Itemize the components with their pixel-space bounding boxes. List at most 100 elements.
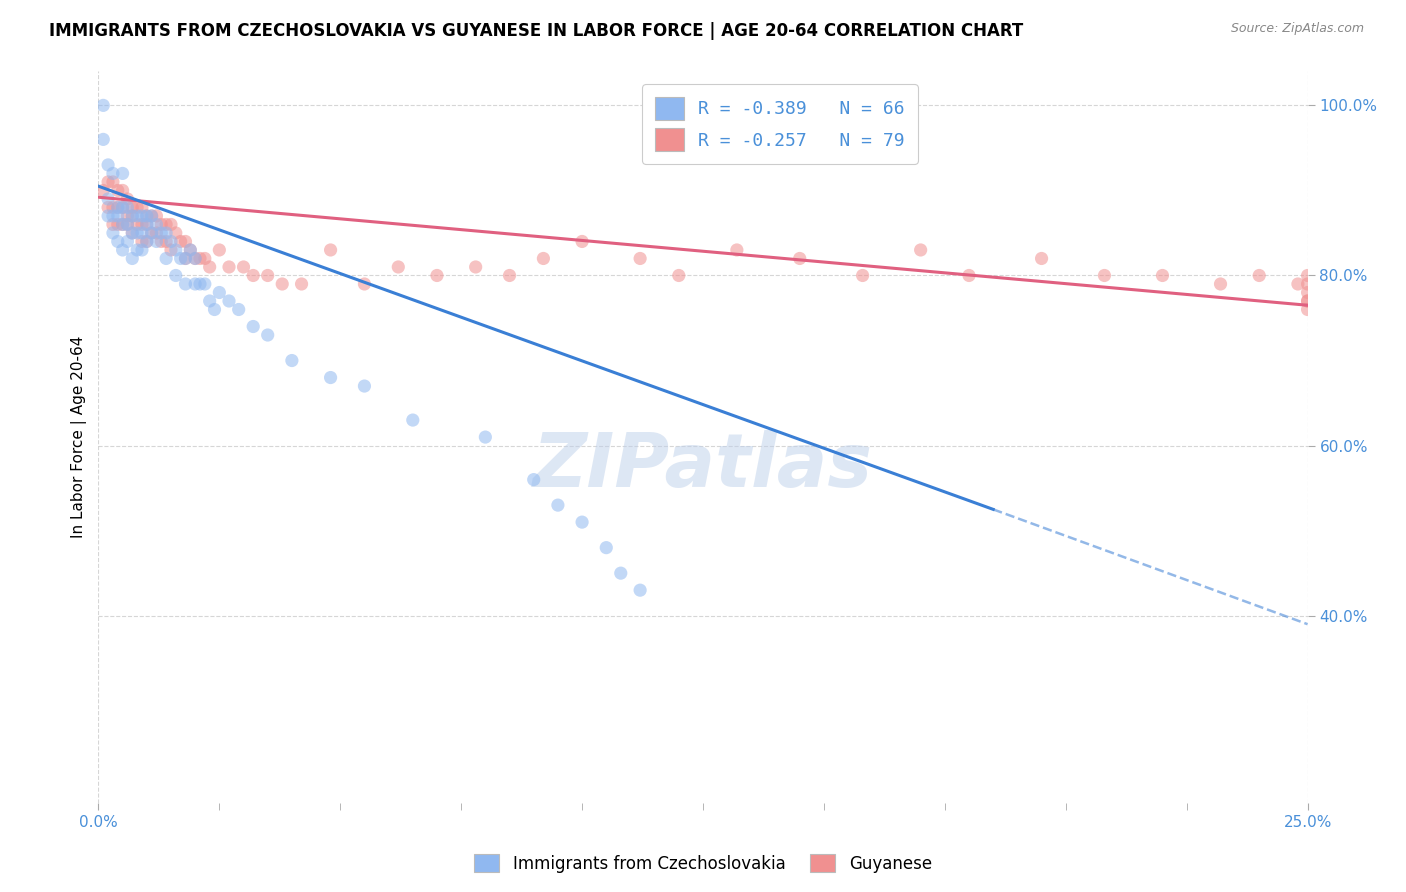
Point	[242, 268, 264, 283]
Point	[188, 252, 211, 266]
Y-axis label: In Labor Force | Age 20-64: In Labor Force | Age 20-64	[72, 336, 87, 538]
Text: Source: ZipAtlas.com: Source: ZipAtlas.com	[1230, 22, 1364, 36]
Point	[127, 209, 149, 223]
Point	[155, 218, 177, 232]
Point	[208, 285, 231, 300]
Point	[174, 235, 197, 249]
Point	[131, 235, 153, 249]
Point	[135, 209, 157, 223]
Point	[595, 541, 617, 555]
Point	[547, 498, 569, 512]
Point	[150, 235, 173, 249]
Point	[531, 252, 554, 266]
Point	[1296, 285, 1319, 300]
Point	[141, 209, 163, 223]
Point	[150, 226, 173, 240]
Point	[387, 260, 409, 274]
Point	[204, 302, 226, 317]
Point	[111, 183, 134, 197]
Point	[271, 277, 294, 291]
Point	[426, 268, 449, 283]
Point	[165, 268, 187, 283]
Point	[194, 277, 217, 291]
Point	[174, 277, 197, 291]
Point	[107, 201, 129, 215]
Point	[160, 218, 183, 232]
Point	[117, 209, 139, 223]
Point	[150, 218, 173, 232]
Point	[208, 243, 231, 257]
Point	[232, 260, 254, 274]
Point	[498, 268, 520, 283]
Point	[101, 166, 124, 180]
Point	[97, 192, 120, 206]
Point	[117, 218, 139, 232]
Point	[91, 132, 114, 146]
Point	[281, 353, 304, 368]
Point	[464, 260, 486, 274]
Point	[111, 218, 134, 232]
Point	[789, 252, 811, 266]
Point	[145, 226, 167, 240]
Point	[169, 235, 191, 249]
Point	[97, 158, 120, 172]
Point	[319, 243, 342, 257]
Point	[135, 218, 157, 232]
Point	[135, 209, 157, 223]
Point	[111, 166, 134, 180]
Point	[141, 209, 163, 223]
Point	[111, 243, 134, 257]
Point	[121, 252, 143, 266]
Point	[1296, 293, 1319, 308]
Point	[117, 218, 139, 232]
Point	[1296, 293, 1319, 308]
Point	[131, 209, 153, 223]
Point	[107, 201, 129, 215]
Point	[121, 201, 143, 215]
Point	[1031, 252, 1053, 266]
Point	[256, 328, 278, 343]
Point	[218, 260, 240, 274]
Point	[145, 235, 167, 249]
Point	[127, 218, 149, 232]
Point	[169, 252, 191, 266]
Point	[353, 277, 375, 291]
Point	[1296, 277, 1319, 291]
Point	[353, 379, 375, 393]
Point	[101, 226, 124, 240]
Point	[1152, 268, 1174, 283]
Point	[957, 268, 980, 283]
Point	[127, 243, 149, 257]
Point	[131, 218, 153, 232]
Point	[523, 473, 546, 487]
Point	[141, 226, 163, 240]
Point	[127, 201, 149, 215]
Point	[165, 226, 187, 240]
Point	[290, 277, 312, 291]
Point	[188, 277, 211, 291]
Point	[1249, 268, 1271, 283]
Point	[628, 583, 651, 598]
Point	[107, 235, 129, 249]
Point	[111, 218, 134, 232]
Point	[155, 252, 177, 266]
Point	[852, 268, 875, 283]
Point	[179, 243, 201, 257]
Point	[111, 201, 134, 215]
Point	[218, 293, 240, 308]
Point	[198, 293, 221, 308]
Point	[135, 235, 157, 249]
Point	[101, 218, 124, 232]
Point	[135, 235, 157, 249]
Point	[91, 183, 114, 197]
Point	[668, 268, 690, 283]
Point	[155, 235, 177, 249]
Point	[101, 209, 124, 223]
Point	[131, 243, 153, 257]
Point	[91, 98, 114, 112]
Point	[256, 268, 278, 283]
Point	[474, 430, 496, 444]
Point	[127, 226, 149, 240]
Point	[117, 235, 139, 249]
Point	[101, 201, 124, 215]
